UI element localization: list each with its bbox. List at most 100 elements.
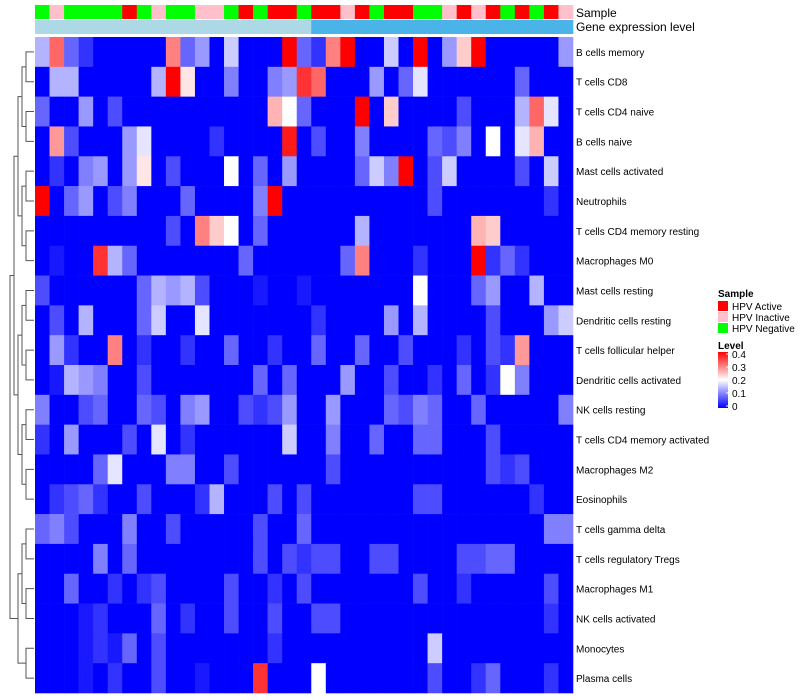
heatmap-cell [296, 603, 312, 634]
heatmap-cell [93, 96, 109, 127]
row-label: T cells CD8 [576, 78, 628, 89]
heatmap-cell [165, 126, 181, 157]
heatmap-cell [354, 573, 370, 604]
heatmap-cell [238, 66, 254, 97]
heatmap-cell [296, 424, 312, 455]
heatmap-cell [296, 663, 312, 694]
heatmap-cell [500, 156, 516, 187]
heatmap-cell [500, 603, 516, 634]
heatmap-cell [427, 126, 443, 157]
heatmap-cell [209, 126, 225, 157]
heatmap-cell [122, 454, 138, 485]
heatmap-cell [78, 305, 94, 336]
heatmap-cell [514, 484, 530, 515]
heatmap-cell [35, 633, 50, 664]
heatmap-cell [224, 215, 239, 247]
heatmap-cell [369, 66, 385, 97]
heatmap-cell [369, 543, 385, 575]
heatmap-cell [209, 365, 225, 396]
row-label: Macrophages M2 [576, 465, 654, 476]
legend-level-tick-label: 0.2 [732, 376, 746, 387]
heatmap-cell [442, 275, 457, 306]
heatmap-cell [398, 394, 414, 425]
heatmap-cell [514, 394, 530, 425]
heatmap-cell [529, 454, 545, 485]
heatmap-cell [165, 484, 181, 515]
heatmap-cell [49, 543, 65, 575]
expression-annotation-cell [398, 20, 414, 34]
heatmap-cell [151, 96, 167, 127]
heatmap-cell [514, 66, 530, 97]
heatmap-cell [107, 66, 123, 97]
heatmap-cell [500, 186, 516, 217]
row-label: T cells follicular helper [576, 346, 675, 357]
heatmap-cell [267, 424, 283, 455]
heatmap-cell [543, 573, 559, 604]
heatmap-cell [194, 484, 210, 515]
heatmap-cell [253, 215, 268, 247]
heatmap-cell [238, 573, 254, 604]
heatmap-cell [136, 633, 152, 664]
heatmap-cell [354, 424, 370, 455]
heatmap-cell [413, 186, 428, 217]
heatmap-cell [311, 484, 327, 515]
heatmap-cell [471, 603, 487, 634]
heatmap-cell [209, 484, 225, 515]
heatmap-cell [471, 424, 487, 455]
heatmap-cell [238, 454, 254, 485]
heatmap-cell [165, 37, 181, 68]
heatmap-cell [122, 484, 138, 515]
heatmap-cell [485, 454, 501, 485]
heatmap-cell [543, 394, 559, 425]
heatmap-cell [93, 156, 109, 187]
heatmap-cell [267, 633, 283, 664]
heatmap-cell [398, 305, 414, 336]
heatmap-cell [456, 245, 472, 276]
heatmap-cell [267, 454, 283, 485]
heatmap-cell [354, 663, 370, 694]
heatmap-cell [64, 215, 79, 247]
heatmap-cell [180, 633, 196, 664]
legend-level-tick-label: 0.4 [732, 350, 746, 361]
heatmap-cell [456, 186, 472, 217]
heatmap-cell [194, 156, 210, 187]
heatmap-cell [398, 156, 414, 187]
heatmap-cell [282, 394, 298, 425]
heatmap-cell [427, 186, 443, 217]
expression-annotation-cell [180, 20, 196, 34]
heatmap-cell [151, 365, 167, 396]
dendrogram-branch [25, 111, 34, 142]
heatmap-cell [471, 275, 487, 306]
heatmap-cell [49, 186, 65, 217]
heatmap-cell [194, 573, 210, 604]
heatmap-cell [456, 484, 472, 515]
row-label: Dendritic cells resting [576, 316, 671, 327]
heatmap-cell [282, 454, 298, 485]
dendrogram-branch [25, 409, 34, 441]
heatmap-cell [398, 484, 414, 515]
heatmap-cell [543, 603, 559, 634]
heatmap-cell [383, 96, 399, 127]
heatmap-cell [456, 126, 472, 157]
heatmap-cell [194, 543, 210, 575]
heatmap-cell [369, 245, 385, 276]
heatmap-cell [93, 215, 109, 247]
heatmap-cell [427, 663, 443, 694]
heatmap-cell [514, 633, 530, 664]
heatmap-cell [558, 514, 574, 545]
heatmap-cell [413, 126, 428, 157]
sample-annotation-cell [151, 5, 167, 19]
heatmap-cell [107, 186, 123, 217]
heatmap-cell [529, 245, 545, 276]
heatmap-cell [311, 514, 327, 545]
heatmap-cell [267, 275, 283, 306]
heatmap-cell [471, 394, 487, 425]
row-label: Neutrophils [576, 197, 627, 208]
heatmap-cell [267, 215, 283, 247]
heatmap-cell [456, 543, 472, 575]
heatmap-cell [122, 275, 138, 306]
heatmap-cell [282, 126, 298, 157]
legend-sample-title: Sample [718, 289, 754, 300]
heatmap-cell [296, 543, 312, 575]
heatmap-cell [64, 66, 79, 97]
